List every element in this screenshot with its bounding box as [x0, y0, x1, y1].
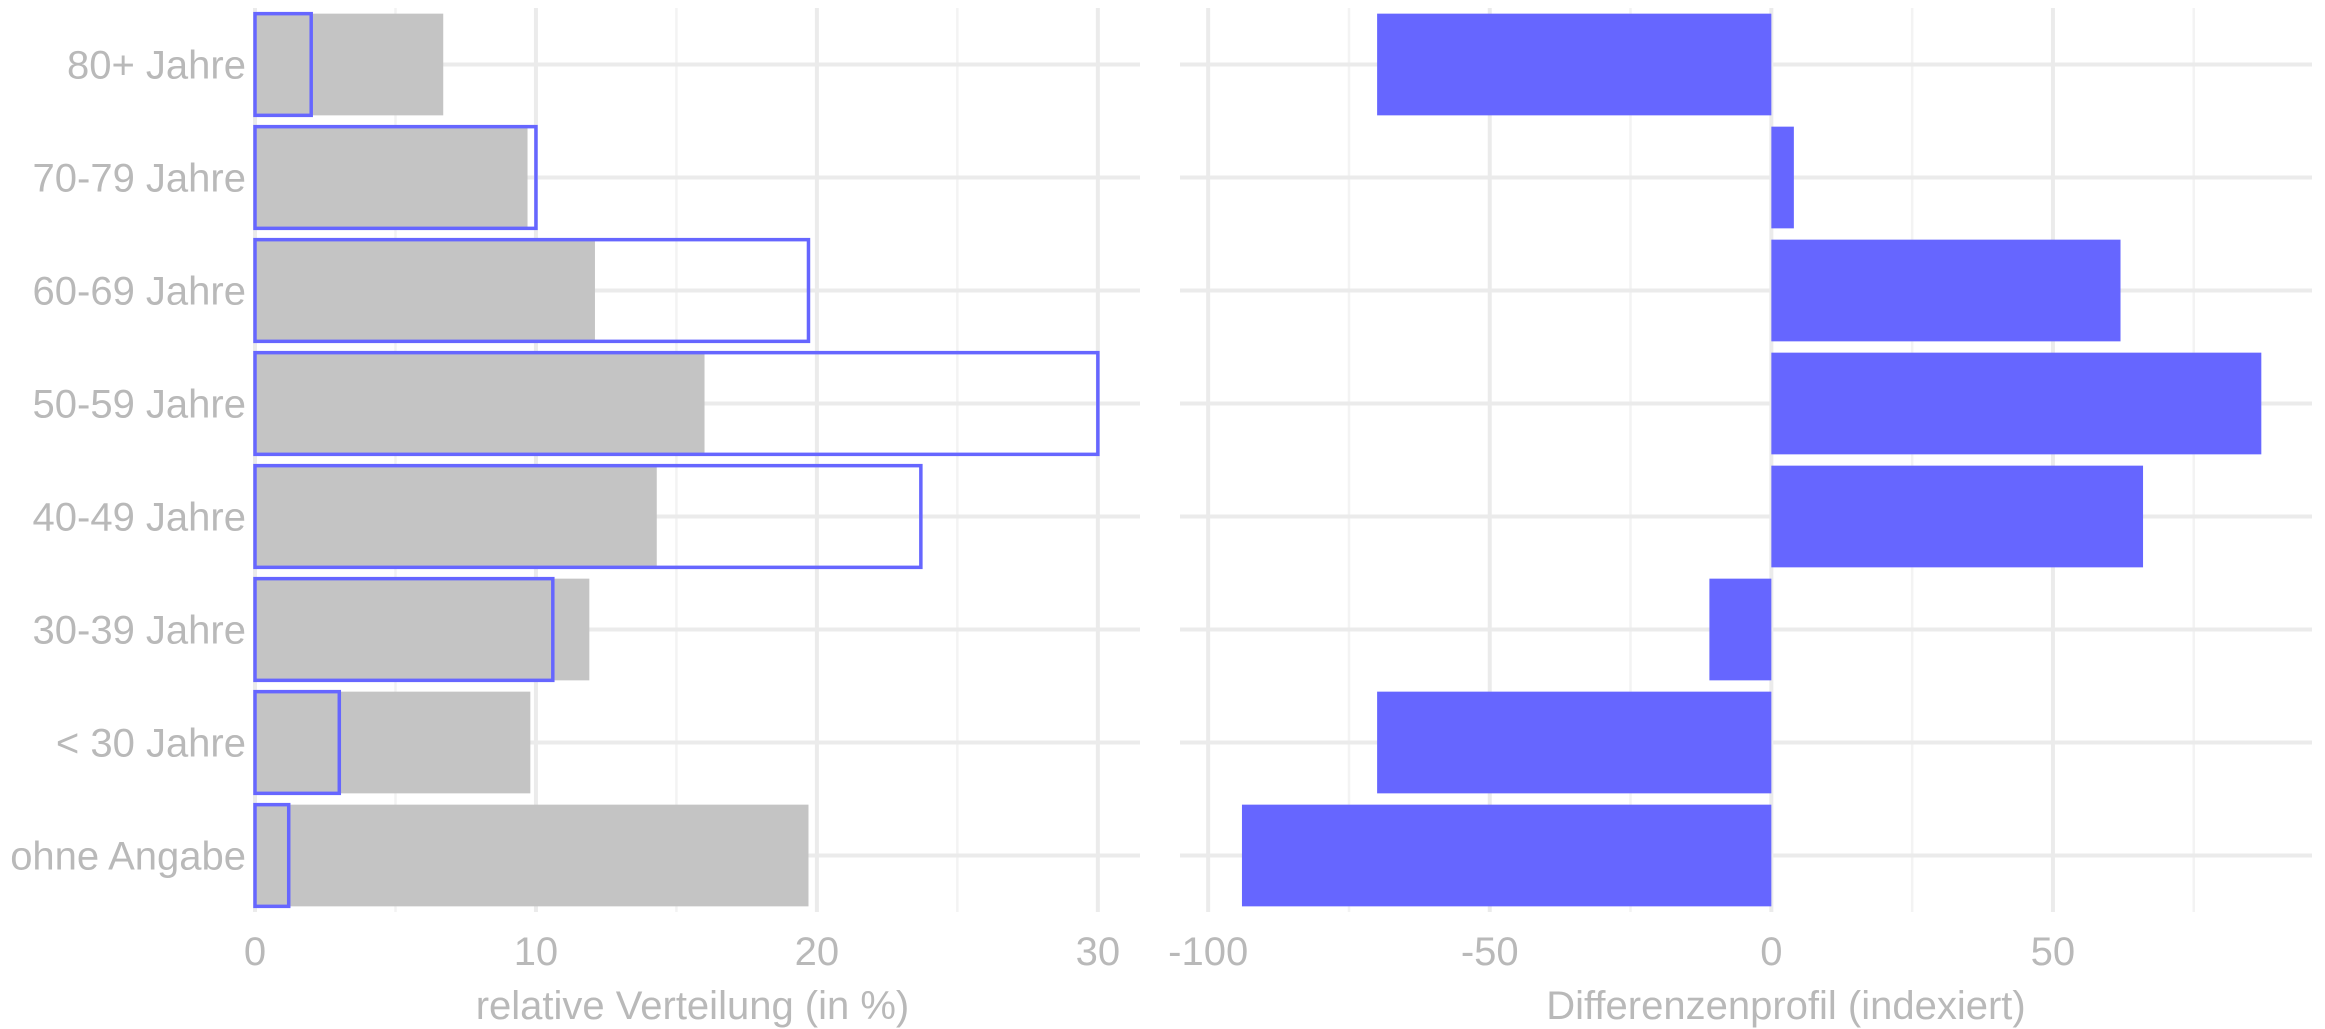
bar-overall — [255, 13, 444, 116]
category-label: ohne Angabe — [10, 835, 246, 879]
bar-target-outline — [253, 802, 291, 909]
bar-overall — [255, 465, 657, 568]
category-label: 50-59 Jahre — [33, 383, 246, 427]
bar-target-outline — [253, 350, 1100, 457]
bar-difference — [1771, 352, 2262, 455]
bar-overall — [255, 352, 705, 455]
bar-target-outline — [253, 11, 313, 118]
bar-difference — [1377, 13, 1772, 116]
category-label: 60-69 Jahre — [33, 270, 246, 314]
left-panel-distribution: 0 10 20 30 — [244, 8, 1140, 974]
bar-target-outline — [253, 689, 342, 796]
category-label: 40-49 Jahre — [33, 496, 246, 540]
bar-target-outline — [253, 237, 811, 344]
left-x-axis-title: relative Verteilung (in %) — [476, 984, 910, 1028]
x-tick-label: -50 — [1461, 930, 1519, 974]
bar-overall — [255, 804, 809, 907]
bar-difference — [1241, 804, 1772, 907]
bar-difference — [1709, 578, 1772, 681]
x-tick-label: 50 — [2031, 930, 2076, 974]
x-tick-label: 10 — [514, 930, 559, 974]
bar-target-outline — [253, 124, 538, 231]
category-labels: 80+ Jahre 70-79 Jahre 60-69 Jahre 50-59 Jah… — [10, 44, 246, 879]
bar-difference — [1377, 691, 1772, 794]
category-label: 70-79 Jahre — [33, 157, 246, 201]
x-tick-label: -100 — [1168, 930, 1248, 974]
right-x-axis-title: Differenzenprofil (indexiert) — [1546, 984, 2025, 1028]
bar-target-outline — [253, 463, 923, 570]
right-panel-difference-profile: -100 -50 0 50 — [1168, 8, 2312, 974]
x-tick-label: 0 — [244, 930, 266, 974]
bar-difference — [1771, 465, 2144, 568]
x-tick-label: 20 — [795, 930, 840, 974]
bar-overall — [255, 126, 528, 229]
category-label: 30-39 Jahre — [33, 609, 246, 653]
bar-difference — [1771, 126, 1794, 229]
x-tick-label: 0 — [1760, 930, 1782, 974]
bar-overall — [255, 239, 595, 342]
bar-overall — [255, 578, 590, 681]
bar-target-outline — [253, 576, 555, 683]
category-label: < 30 Jahre — [56, 722, 246, 766]
x-tick-label: 30 — [1076, 930, 1121, 974]
bar-difference — [1771, 239, 2121, 342]
category-label: 80+ Jahre — [67, 44, 246, 88]
bar-overall — [255, 691, 531, 794]
